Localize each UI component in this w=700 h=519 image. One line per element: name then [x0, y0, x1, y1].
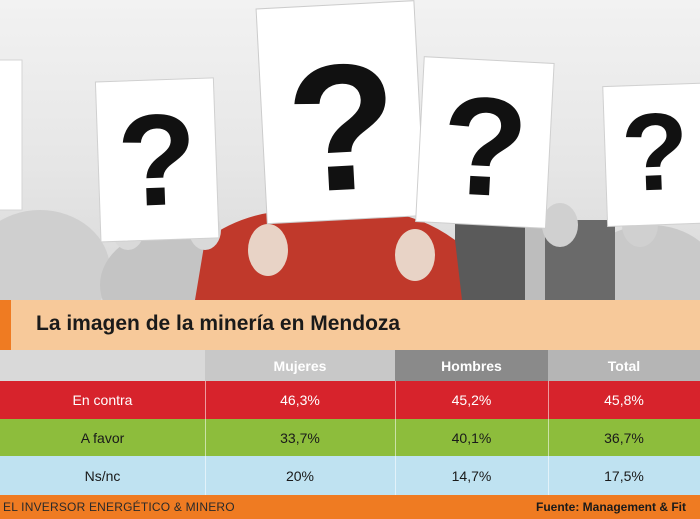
table-header-row: Mujeres Hombres Total	[0, 350, 700, 381]
row-label-a-favor: A favor	[80, 429, 125, 446]
value-a-favor-total: 36,7%	[604, 429, 644, 446]
chart-title: La imagen de la minería en Mendoza	[36, 312, 401, 335]
question-signs-photo: ? ? ? ?	[0, 0, 700, 300]
value-ns-nc-hombres: 14,7%	[451, 467, 492, 484]
footer-bar: EL INVERSOR ENERGÉTICO & MINERO Fuente: …	[0, 495, 700, 519]
question-mark-left: ?	[115, 86, 199, 235]
title-bar: La imagen de la minería en Mendoza	[0, 300, 700, 350]
value-en-contra-mujeres: 46,3%	[280, 392, 320, 408]
source-credit: Fuente: Management & Fit	[535, 500, 686, 514]
row-label-ns-nc: Ns/nc	[84, 467, 121, 484]
question-mark-far-right: ?	[619, 90, 690, 215]
publication-credit: EL INVERSOR ENERGÉTICO & MINERO	[3, 500, 235, 514]
row-label-en-contra: En contra	[72, 392, 133, 408]
results-table: Mujeres Hombres Total En contra 46,3% 45…	[0, 350, 700, 495]
table-row-ns-nc: Ns/nc 20% 14,7% 17,5%	[0, 456, 700, 495]
header-hombres: Hombres	[395, 350, 548, 381]
value-ns-nc-total: 17,5%	[604, 467, 644, 484]
table-row-en-contra: En contra 46,3% 45,2% 45,8%	[0, 381, 700, 419]
value-en-contra-hombres: 45,2%	[451, 392, 492, 408]
title-accent	[0, 300, 11, 350]
value-a-favor-mujeres: 33,7%	[280, 429, 320, 446]
question-mark-right: ?	[438, 66, 532, 227]
header-mujeres: Mujeres	[205, 350, 395, 381]
header-total: Total	[548, 350, 700, 381]
value-ns-nc-mujeres: 20%	[285, 467, 315, 484]
value-en-contra-total: 45,8%	[604, 392, 644, 408]
header-empty-cell	[0, 350, 205, 381]
question-mark-center: ?	[282, 25, 402, 231]
question-signs-illustration: ? ? ? ?	[0, 0, 700, 300]
value-a-favor-hombres: 40,1%	[451, 429, 492, 446]
table-row-a-favor: A favor 33,7% 40,1% 36,7%	[0, 419, 700, 456]
